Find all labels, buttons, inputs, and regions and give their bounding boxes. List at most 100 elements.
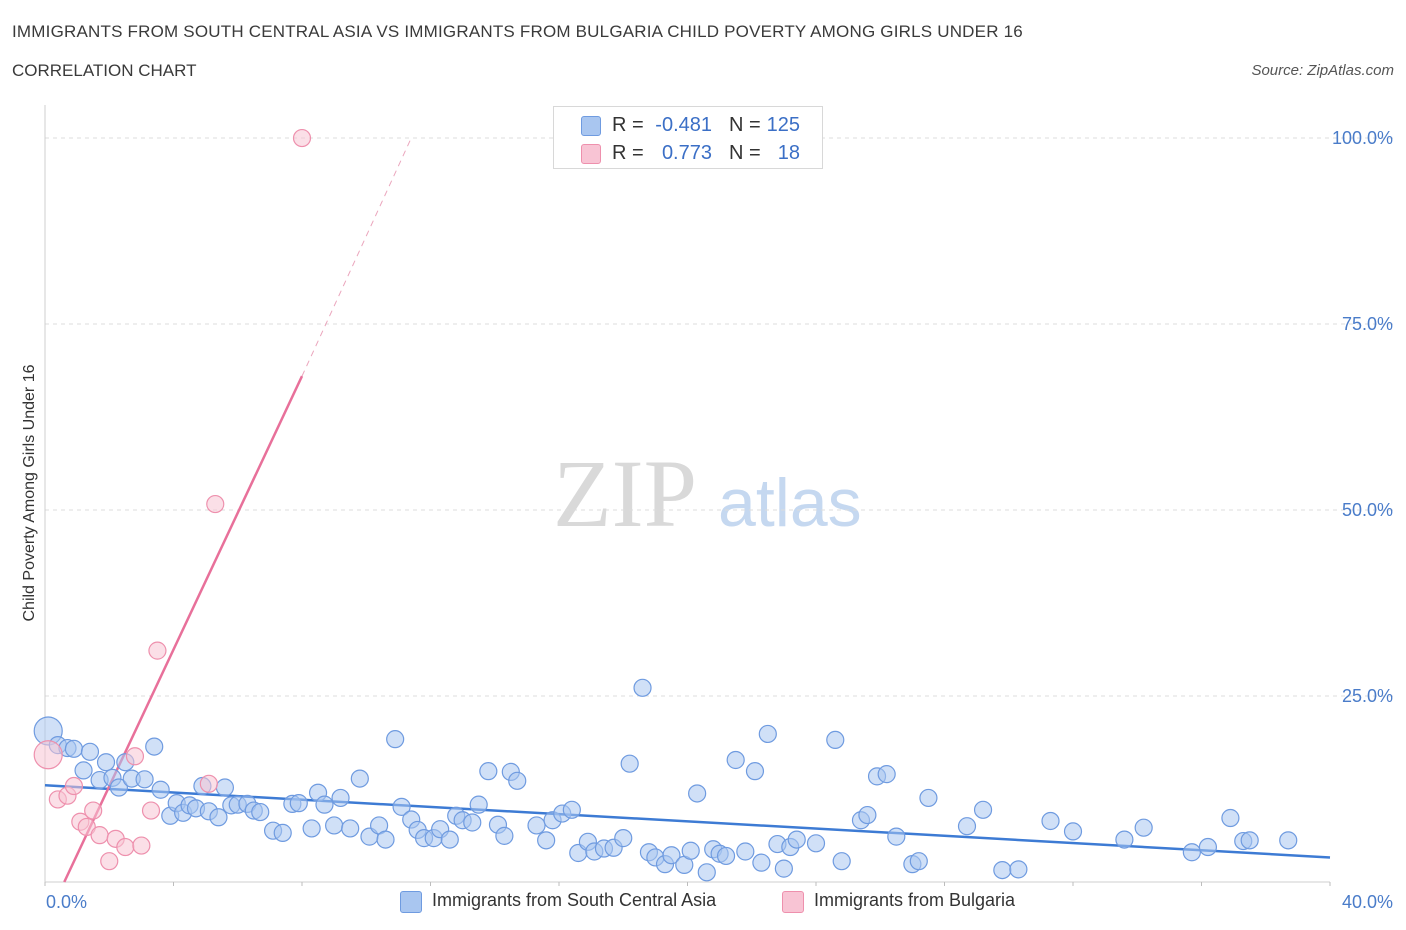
point-south-central-asia <box>109 778 128 797</box>
point-south-central-asia <box>1221 808 1240 828</box>
point-south-central-asia <box>877 765 896 784</box>
point-south-central-asia <box>620 754 639 773</box>
point-south-central-asia <box>325 816 344 835</box>
point-south-central-asia <box>787 830 806 849</box>
point-south-central-asia <box>315 795 334 814</box>
point-south-central-asia <box>386 730 405 749</box>
bottom-legend-label: Immigrants from Bulgaria <box>814 890 1016 910</box>
point-south-central-asia <box>96 753 116 772</box>
point-south-central-asia <box>993 860 1012 880</box>
watermark-atlas: atlas <box>718 465 862 541</box>
point-south-central-asia <box>957 817 977 836</box>
trend-line <box>44 784 1331 859</box>
point-south-central-asia <box>289 794 308 813</box>
point-south-central-asia <box>350 769 369 788</box>
legend-row-bulgaria: R = 0.773 N = 18 <box>554 140 822 166</box>
point-south-central-asia <box>479 762 498 781</box>
point-south-central-asia <box>1009 860 1028 879</box>
point-south-central-asia <box>376 830 395 849</box>
point-bulgaria <box>125 747 145 766</box>
point-south-central-asia <box>145 737 164 756</box>
point-south-central-asia <box>331 788 350 808</box>
point-south-central-asia <box>1240 831 1259 850</box>
chart-subtitle: CORRELATION CHART <box>12 61 197 80</box>
point-south-central-asia <box>1041 811 1060 831</box>
point-south-central-asia <box>1115 830 1134 849</box>
point-bulgaria <box>64 776 84 796</box>
point-bulgaria <box>90 826 109 845</box>
legend-swatch-blue <box>581 116 601 136</box>
point-bulgaria <box>141 801 161 820</box>
point-south-central-asia <box>758 724 777 744</box>
point-bulgaria <box>77 817 96 837</box>
point-south-central-asia <box>392 797 411 816</box>
y-axis-label: Child Poverty Among Girls Under 16 <box>21 364 38 621</box>
point-south-central-asia <box>463 813 482 832</box>
x-tick-label: 0.0% <box>46 892 87 912</box>
point-south-central-asia <box>135 770 154 789</box>
bottom-legend-swatch-pink <box>782 891 804 913</box>
point-south-central-asia <box>697 863 716 882</box>
point-south-central-asia <box>508 771 527 790</box>
point-south-central-asia <box>806 834 826 853</box>
point-south-central-asia <box>614 829 633 848</box>
point-south-central-asia <box>1198 837 1218 857</box>
point-south-central-asia <box>74 761 93 780</box>
point-south-central-asia <box>1279 831 1298 850</box>
point-south-central-asia <box>562 800 581 819</box>
point-south-central-asia <box>736 842 755 861</box>
point-south-central-asia <box>662 846 681 865</box>
point-south-central-asia <box>1063 822 1083 841</box>
point-south-central-asia <box>440 830 459 849</box>
point-bulgaria <box>132 836 151 855</box>
point-south-central-asia <box>826 730 845 750</box>
point-south-central-asia <box>527 816 546 835</box>
point-south-central-asia <box>909 852 928 871</box>
y-tick-label: 100.0% <box>1332 128 1393 148</box>
point-south-central-asia <box>726 750 745 770</box>
point-south-central-asia <box>858 805 877 825</box>
point-south-central-asia <box>688 784 707 803</box>
point-bulgaria <box>148 641 167 660</box>
point-south-central-asia <box>215 778 234 797</box>
point-south-central-asia <box>151 780 170 799</box>
point-south-central-asia <box>752 853 771 872</box>
correlation-legend: R = -0.481 N = 125 R = 0.773 N = 18 <box>553 106 823 169</box>
legend-row-south-central-asia: R = -0.481 N = 125 <box>554 112 822 138</box>
point-south-central-asia <box>1182 843 1201 862</box>
point-south-central-asia <box>973 800 993 819</box>
point-south-central-asia <box>251 802 270 822</box>
bottom-legend-swatch-blue <box>400 891 422 913</box>
point-south-central-asia <box>341 819 360 838</box>
legend-r-label: R = <box>612 114 644 136</box>
point-bulgaria <box>33 740 63 770</box>
point-south-central-asia <box>495 826 514 845</box>
point-south-central-asia <box>64 739 84 758</box>
point-bulgaria <box>206 494 225 514</box>
point-bulgaria <box>100 852 119 871</box>
x-tick-label: 40.0% <box>1342 892 1393 912</box>
point-bulgaria <box>199 774 218 793</box>
legend-r-label: R = <box>612 142 644 164</box>
point-south-central-asia <box>469 795 488 814</box>
legend-r-value: -0.481 <box>655 114 712 136</box>
source-label: Source: ZipAtlas.com <box>1251 62 1394 79</box>
point-south-central-asia <box>919 788 938 808</box>
point-south-central-asia <box>887 827 906 846</box>
trend-line-extension <box>301 137 412 377</box>
point-south-central-asia <box>209 808 228 827</box>
data-points <box>33 128 1298 882</box>
gridlines <box>45 137 1395 697</box>
y-tick-label: 50.0% <box>1342 500 1393 520</box>
point-south-central-asia <box>774 859 793 878</box>
legend-n-label: N = <box>729 114 761 136</box>
watermark: ZIP atlas <box>553 440 862 547</box>
watermark-zip: ZIP <box>553 440 697 547</box>
y-tick-label: 75.0% <box>1342 314 1393 334</box>
point-south-central-asia <box>745 762 765 781</box>
legend-swatch-pink <box>581 144 601 164</box>
tick-labels: 25.0% 50.0% 75.0% 100.0% 0.0% 40.0% <box>46 128 1393 912</box>
legend-r-value: 0.773 <box>661 142 712 164</box>
point-south-central-asia <box>832 852 851 871</box>
